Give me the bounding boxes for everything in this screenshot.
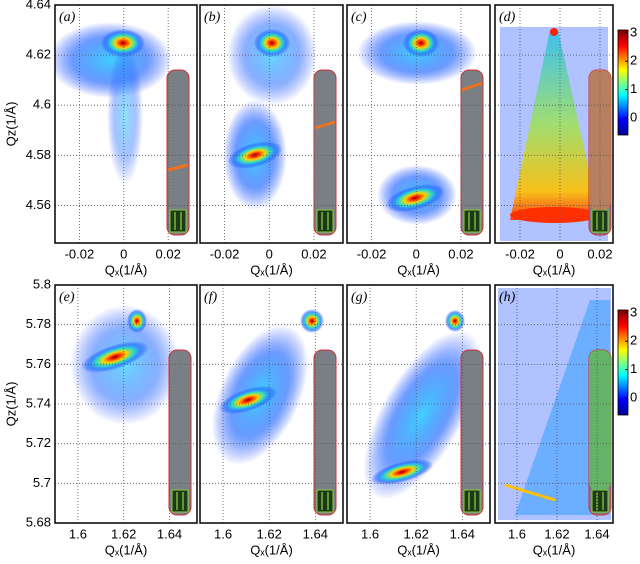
panel	[223, 5, 337, 236]
panel-frame	[494, 284, 614, 524]
x-axis-label: Qₓ(1/Å)	[250, 542, 293, 557]
x-tick-label: 0	[266, 246, 273, 261]
y-tick-label: 4.58	[26, 147, 51, 162]
panel-label: (d)	[499, 10, 516, 25]
panel	[70, 305, 192, 516]
colorbar-tick-label: 2	[630, 333, 637, 348]
x-tick-label: 1.6	[361, 526, 379, 541]
colorbar-tick-label: 1	[630, 361, 637, 376]
colorbar	[617, 29, 629, 136]
y-tick-label: 4.62	[26, 47, 51, 62]
x-tick-label: 0.02	[587, 246, 612, 261]
panel-frame	[346, 284, 491, 524]
x-tick-label: 0.02	[156, 246, 181, 261]
x-tick-label: -0.02	[210, 246, 240, 261]
panel	[211, 309, 337, 516]
y-tick-label: 5.68	[26, 514, 51, 529]
y-tick-label: 4.64	[26, 0, 51, 11]
x-tick-label: 0	[120, 246, 127, 261]
panel	[500, 27, 612, 241]
y-axis-label: Qz(1/Å)	[3, 382, 18, 427]
x-axis-label: Qₓ(1/Å)	[105, 262, 148, 277]
x-tick-label: 1.64	[303, 526, 328, 541]
y-axis-label: Qz(1/Å)	[3, 102, 18, 147]
x-tick-label: 1.62	[111, 526, 136, 541]
panel	[55, 22, 190, 236]
y-tick-label: 5.72	[26, 435, 51, 450]
x-tick-label: 0	[413, 246, 420, 261]
panel-label: (e)	[59, 290, 75, 305]
panel-frame	[199, 4, 344, 244]
x-tick-label: 0.02	[301, 246, 326, 261]
x-tick-label: 1.62	[544, 526, 569, 541]
panel-label: (a)	[59, 10, 76, 25]
x-tick-label: 1.64	[157, 526, 182, 541]
x-tick-label: 1.62	[257, 526, 282, 541]
panel	[357, 21, 484, 236]
x-axis-label: Qₓ(1/Å)	[533, 262, 576, 277]
y-tick-label: 5.7	[33, 475, 51, 490]
colorbar-tick-label: 3	[630, 24, 637, 39]
x-tick-label: 1.62	[404, 526, 429, 541]
panel-frame	[346, 4, 491, 244]
panel	[363, 310, 484, 516]
panel-label: (h)	[499, 290, 516, 305]
x-tick-label: -0.02	[505, 246, 535, 261]
x-tick-label: 1.6	[508, 526, 526, 541]
y-tick-label: 5.8	[33, 276, 51, 291]
panel-label: (f)	[204, 290, 218, 305]
x-axis-label: Qₓ(1/Å)	[397, 262, 440, 277]
colorbar	[617, 309, 629, 416]
y-tick-label: 5.76	[26, 356, 51, 371]
x-tick-label: 1.64	[584, 526, 609, 541]
panel-label: (c)	[351, 10, 367, 25]
x-tick-label: 0.02	[448, 246, 473, 261]
panel-label: (b)	[204, 10, 221, 25]
colorbar-tick-label: 0	[630, 389, 637, 404]
colorbar-tick-label: 2	[630, 53, 637, 68]
x-tick-label: 1.64	[450, 526, 475, 541]
panel-frame	[54, 284, 198, 524]
x-tick-label: 1.6	[69, 526, 87, 541]
y-tick-label: 4.6	[33, 97, 51, 112]
panel-frame	[494, 4, 614, 244]
x-tick-label: 1.6	[214, 526, 232, 541]
panel-label: (g)	[351, 290, 368, 305]
x-axis-label: Qₓ(1/Å)	[533, 542, 576, 557]
panel-frame	[199, 284, 344, 524]
x-tick-label: -0.02	[65, 246, 95, 261]
x-axis-label: Qₓ(1/Å)	[105, 542, 148, 557]
colorbar-tick-label: 0	[630, 109, 637, 124]
colorbar-tick-label: 1	[630, 81, 637, 96]
panel-frame	[54, 4, 198, 244]
y-tick-label: 5.78	[26, 316, 51, 331]
x-axis-label: Qₓ(1/Å)	[397, 542, 440, 557]
y-tick-label: 4.56	[26, 197, 51, 212]
colorbar-tick-label: 3	[630, 304, 637, 319]
x-tick-label: -0.02	[357, 246, 387, 261]
x-tick-label: 0	[556, 246, 563, 261]
x-axis-label: Qₓ(1/Å)	[250, 262, 293, 277]
y-tick-label: 5.74	[26, 395, 51, 410]
